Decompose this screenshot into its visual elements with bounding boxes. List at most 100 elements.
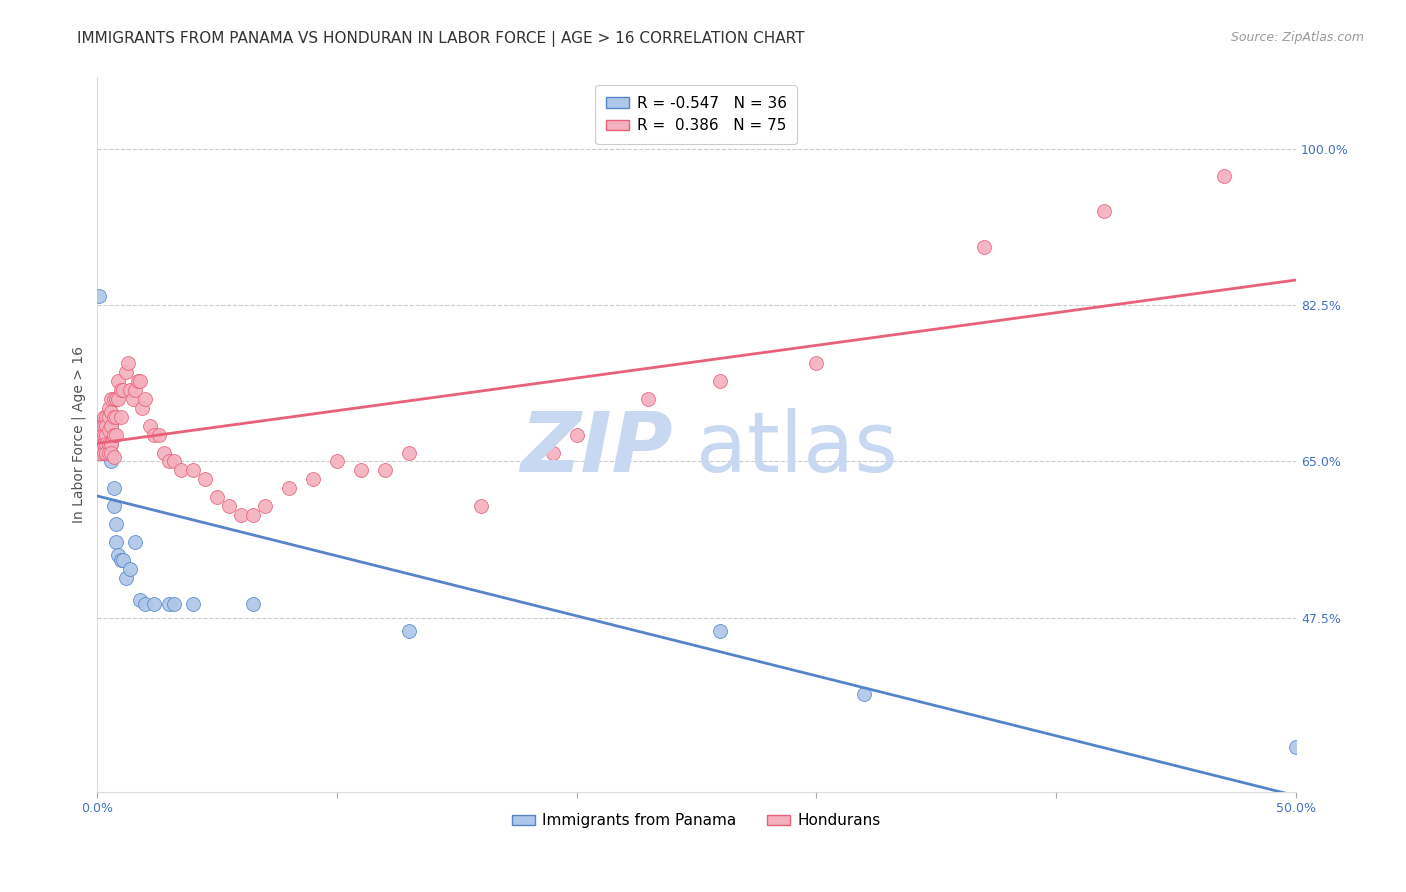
Point <box>157 598 180 612</box>
Point <box>100 445 122 459</box>
Point <box>112 553 135 567</box>
Point <box>129 593 152 607</box>
Point <box>162 454 184 468</box>
Point <box>93 427 115 442</box>
Point <box>120 562 142 576</box>
Point <box>148 427 170 442</box>
Point <box>93 414 115 428</box>
Point <box>112 383 135 397</box>
Point <box>103 427 125 442</box>
Point <box>218 499 240 513</box>
Point <box>97 436 120 450</box>
Point <box>205 490 228 504</box>
Point <box>105 427 128 442</box>
Point <box>301 472 323 486</box>
Point <box>97 401 120 415</box>
Point <box>90 427 112 442</box>
Point <box>114 365 136 379</box>
Text: ZIP: ZIP <box>520 409 672 490</box>
Point <box>100 436 122 450</box>
Point <box>110 383 132 397</box>
Point <box>541 445 564 459</box>
Point <box>973 240 995 254</box>
Point <box>105 534 128 549</box>
Point <box>96 409 118 424</box>
Point <box>709 374 731 388</box>
Point <box>565 427 588 442</box>
Point <box>103 392 125 406</box>
Point <box>103 409 125 424</box>
Point <box>229 508 252 522</box>
Point <box>103 450 125 464</box>
Point <box>170 463 193 477</box>
Point <box>181 463 204 477</box>
Point <box>124 534 146 549</box>
Point <box>93 445 115 459</box>
Point <box>110 553 132 567</box>
Point <box>100 392 122 406</box>
Point <box>709 624 731 639</box>
Point <box>93 436 115 450</box>
Point <box>97 445 120 459</box>
Point <box>114 571 136 585</box>
Point <box>1092 204 1115 219</box>
Point <box>100 405 122 419</box>
Text: atlas: atlas <box>696 409 898 490</box>
Point <box>1213 169 1236 183</box>
Point <box>97 409 120 424</box>
Point <box>93 436 115 450</box>
Point <box>1285 740 1308 755</box>
Point <box>96 445 118 459</box>
Point <box>107 374 129 388</box>
Point <box>124 383 146 397</box>
Point <box>107 392 129 406</box>
Point <box>105 409 128 424</box>
Point <box>350 463 373 477</box>
Point <box>100 454 122 468</box>
Point <box>93 409 115 424</box>
Point <box>325 454 347 468</box>
Point <box>103 481 125 495</box>
Point <box>131 401 153 415</box>
Point <box>107 549 129 563</box>
Point <box>93 418 115 433</box>
Point <box>117 356 139 370</box>
Point <box>194 472 217 486</box>
Point <box>277 481 299 495</box>
Point <box>134 598 156 612</box>
Point <box>97 409 120 424</box>
Legend: Immigrants from Panama, Hondurans: Immigrants from Panama, Hondurans <box>506 807 887 834</box>
Point <box>93 445 115 459</box>
Point <box>96 423 118 437</box>
Point <box>153 445 176 459</box>
Point <box>100 418 122 433</box>
Point <box>470 499 492 513</box>
Point <box>374 463 396 477</box>
Text: Source: ZipAtlas.com: Source: ZipAtlas.com <box>1230 31 1364 45</box>
Point <box>129 374 152 388</box>
Text: IMMIGRANTS FROM PANAMA VS HONDURAN IN LABOR FORCE | AGE > 16 CORRELATION CHART: IMMIGRANTS FROM PANAMA VS HONDURAN IN LA… <box>77 31 804 47</box>
Point <box>157 454 180 468</box>
Point <box>120 383 142 397</box>
Point <box>103 499 125 513</box>
Point <box>100 436 122 450</box>
Point <box>121 392 143 406</box>
Point <box>97 423 120 437</box>
Point <box>96 436 118 450</box>
Point <box>806 356 828 370</box>
Point <box>181 598 204 612</box>
Point <box>242 508 264 522</box>
Point <box>143 427 166 442</box>
Point <box>242 598 264 612</box>
Point <box>96 427 118 442</box>
Point <box>162 598 184 612</box>
Point <box>90 423 112 437</box>
Point <box>100 418 122 433</box>
Point <box>90 441 112 455</box>
Point <box>398 445 420 459</box>
Point <box>105 516 128 531</box>
Point <box>253 499 276 513</box>
Y-axis label: In Labor Force | Age > 16: In Labor Force | Age > 16 <box>72 346 86 524</box>
Point <box>97 445 120 459</box>
Point <box>105 392 128 406</box>
